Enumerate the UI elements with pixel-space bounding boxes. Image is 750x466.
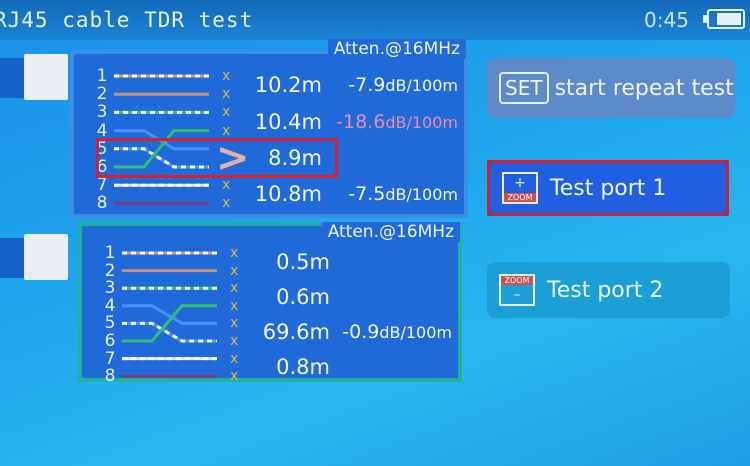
zoom-in-icon: + ZOOM	[502, 172, 538, 204]
battery-icon	[703, 9, 745, 29]
pin-number: 1	[104, 243, 116, 263]
highlight-box	[96, 137, 338, 178]
pin-status-marker: x	[230, 333, 239, 349]
pin-status-marker: x	[222, 104, 231, 121]
pin-status-marker: x	[230, 368, 239, 385]
pin-status-marker: x	[230, 262, 239, 279]
pin-status-marker: x	[222, 122, 231, 139]
atten-value: -7.5	[348, 183, 386, 206]
pin-number: 8	[96, 193, 108, 214]
pin-number: 2	[96, 84, 108, 105]
pair-length: 0.8m	[276, 355, 330, 380]
clock: 0:45	[644, 8, 689, 32]
button-label: Test port 2	[547, 277, 664, 303]
rj45-connector-icon	[0, 54, 70, 102]
pin-number: 3	[96, 102, 108, 123]
wire-6	[122, 304, 217, 343]
pin-number: 6	[104, 331, 116, 351]
pair-attenuation: -18.6dB/100m	[336, 110, 458, 135]
pair-length: 69.6m	[262, 320, 330, 345]
port2-results-panel: Atten.@16MHz 1 2 3 4 5 6 7 8 x x x x x x x x 0.5m 0.6m 69.…	[78, 222, 462, 387]
atten-label: Atten.@16MHz	[327, 39, 466, 59]
button-label: Test port 1	[550, 175, 667, 201]
pair-length: 8.9m	[268, 145, 322, 170]
pair-attenuation: -7.5dB/100m	[348, 182, 458, 207]
pin-status-marker: x	[222, 86, 231, 103]
atten-unit: dB/100m	[385, 112, 458, 132]
wire-5-stripe	[122, 321, 217, 343]
pin-number: 5	[96, 138, 108, 159]
atten-label: Atten.@16MHz	[321, 222, 460, 242]
atten-value: -18.6	[336, 110, 386, 133]
port1-results-panel: Atten.@16MHz 1 2 3 4 5 6 7 8 x x x x x x >10.2m -7.9dB/…	[70, 39, 468, 218]
pin-status-marker: x	[222, 68, 231, 84]
atten-value: -0.9	[342, 321, 380, 344]
pair-attenuation: -0.9dB/100m	[342, 320, 452, 345]
pair-length: 10.2m	[254, 73, 322, 98]
pin-number: 2	[104, 260, 116, 281]
pair-attenuation: -7.9dB/100m	[348, 73, 458, 98]
pin-status-marker: x	[222, 195, 231, 212]
test-port-2-button[interactable]: ZOOM – Test port 2	[487, 262, 730, 318]
button-label: start repeat test	[554, 75, 734, 101]
pair-length: 0.6m	[276, 285, 330, 309]
set-key-icon: SET	[499, 72, 549, 104]
pin-status-marker: x	[230, 280, 239, 297]
wire-map	[122, 251, 217, 378]
pin-status-marker: x	[230, 245, 239, 261]
rj45-connector-icon	[0, 234, 70, 282]
pin-status-marker: x	[222, 177, 231, 194]
zoom-out-icon: ZOOM –	[499, 274, 535, 306]
pin-number: 1	[96, 66, 108, 86]
atten-value: -7.9	[348, 74, 386, 97]
atten-unit: dB/100m	[385, 185, 458, 205]
atten-unit: dB/100m	[379, 323, 452, 343]
pair-length: 10.8m	[254, 182, 322, 207]
test-port-1-button[interactable]: + ZOOM Test port 1	[487, 160, 729, 216]
wire-5-stripe	[114, 147, 209, 169]
pin-number: 4	[96, 120, 108, 141]
title-bar: RJ45 cable TDR test 0:45	[0, 0, 750, 40]
pair-length: 10.4m	[254, 109, 322, 134]
pin-status-marker: x	[230, 297, 239, 314]
start-repeat-test-button[interactable]: SET start repeat test	[487, 58, 735, 118]
pin-number: 6	[96, 157, 108, 177]
pin-status-marker: x	[230, 350, 239, 367]
pin-number: 4	[104, 295, 116, 316]
pair-length: 0.5m	[276, 249, 330, 274]
pin-number: 7	[96, 175, 108, 196]
pin-number: 3	[104, 278, 116, 299]
page-title: RJ45 cable TDR test	[0, 8, 254, 32]
pin-number: 5	[104, 313, 116, 334]
wire-6	[114, 129, 209, 169]
pin-status-marker: x	[230, 315, 239, 332]
wire-4	[122, 304, 217, 325]
atten-unit: dB/100m	[385, 76, 458, 96]
pin-number: 8	[104, 366, 116, 387]
pin-number: 7	[104, 348, 116, 369]
